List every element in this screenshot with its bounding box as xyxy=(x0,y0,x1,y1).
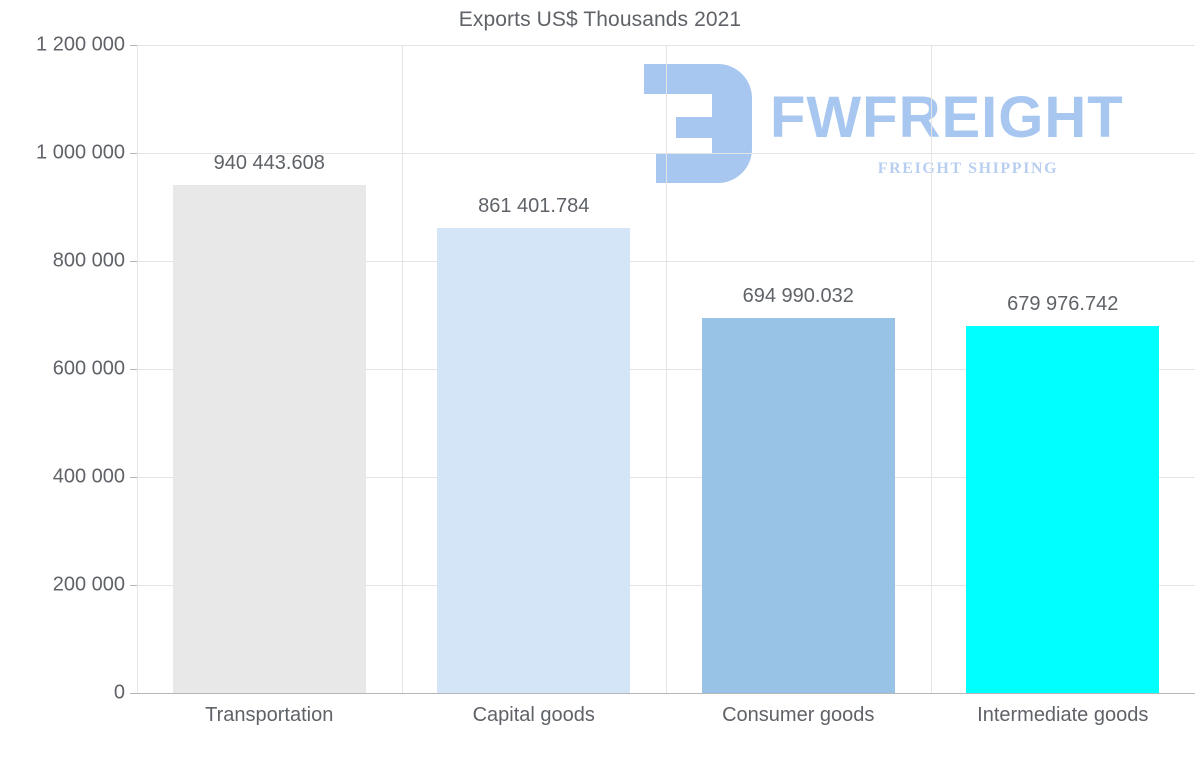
y-axis-tick-mark xyxy=(130,693,137,694)
y-axis-tick-label: 1 200 000 xyxy=(36,33,125,56)
bar-capital-goods[interactable] xyxy=(437,227,631,693)
y-axis-tick-label: 0 xyxy=(113,681,125,704)
plot-area: 940 443.608 861 401.784 694 990.032 679 976… xyxy=(137,45,1195,694)
y-axis-tick-mark xyxy=(130,369,137,370)
y-axis-tick-mark xyxy=(130,585,137,586)
y-axis-tick-label: 200 000 xyxy=(52,573,125,596)
y-axis-tick-label: 600 000 xyxy=(52,357,125,380)
chart-title: Exports US$ Thousands 2021 xyxy=(458,8,742,31)
x-axis-tick-label: Capital goods xyxy=(472,704,595,726)
y-axis-tick-mark xyxy=(130,45,137,46)
y-axis-tick-mark xyxy=(130,153,137,154)
bar-value-label: 861 401.784 xyxy=(478,194,590,217)
bar-value-label: 679 976.742 xyxy=(1007,292,1119,315)
y-axis-tick-label: 800 000 xyxy=(52,249,125,272)
gridline-vertical xyxy=(931,45,932,693)
x-axis-tick-label: Intermediate goods xyxy=(977,704,1149,726)
x-axis-tick-label: Consumer goods xyxy=(722,704,875,726)
y-axis-tick-mark xyxy=(130,261,137,262)
gridline-vertical xyxy=(666,45,667,693)
bar-consumer-goods[interactable] xyxy=(701,317,895,693)
bar-intermediate-goods[interactable] xyxy=(966,325,1160,693)
y-axis-tick-label: 400 000 xyxy=(52,465,125,488)
y-axis-tick-label: 1 000 000 xyxy=(36,141,125,164)
x-axis-tick-label: Transportation xyxy=(205,704,334,726)
y-axis-tick-mark xyxy=(130,477,137,478)
gridline-vertical xyxy=(137,45,138,693)
bar-value-label: 694 990.032 xyxy=(742,284,854,307)
bar-value-label: 940 443.608 xyxy=(213,152,325,175)
bar-transportation[interactable] xyxy=(172,185,366,693)
x-axis-line xyxy=(137,693,1195,694)
gridline-vertical xyxy=(402,45,403,693)
